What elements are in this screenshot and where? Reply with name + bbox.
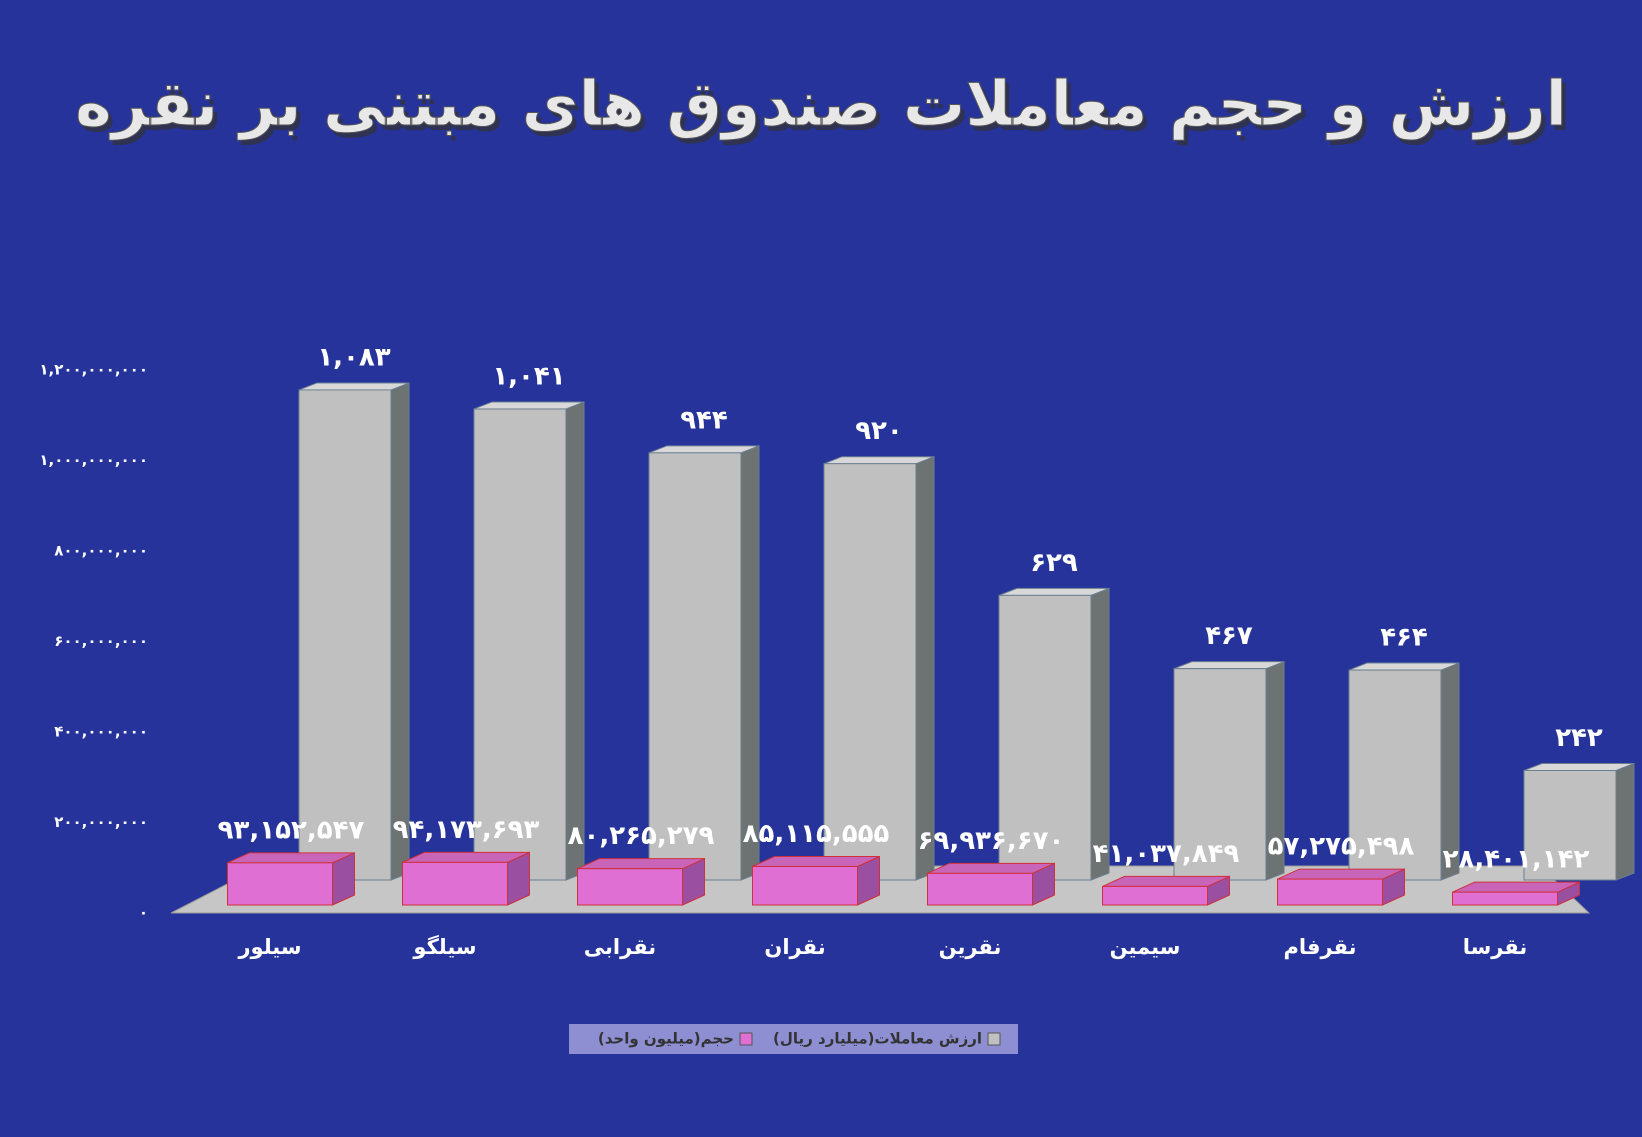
volume-bar [402, 861, 508, 906]
value-bar-top [823, 456, 935, 465]
data-label: ۴۶۷ [1205, 621, 1253, 651]
data-label: ۹۲۰ [855, 416, 903, 446]
value-bar [1348, 669, 1442, 881]
y-tick-label: ۴۰۰,۰۰۰,۰۰۰ [54, 723, 148, 741]
data-label: ۶۲۹ [1030, 548, 1078, 578]
value-bar-side [740, 445, 760, 881]
volume-bar [752, 865, 858, 906]
data-label: ۶۹,۹۳۶,۶۷۰ [918, 826, 1065, 856]
value-bar-top [648, 445, 760, 454]
volume-bar-top [1452, 881, 1580, 893]
data-label: ۲۴۲ [1555, 723, 1603, 753]
value-bar-top [298, 382, 410, 391]
volume-bar [227, 862, 333, 906]
data-label: ۴۱,۰۳۷,۸۴۹ [1093, 839, 1240, 869]
chart-title: ارزش و حجم معاملات صندوق های مبتنی بر نق… [75, 67, 1567, 140]
y-tick-label: ۱,۲۰۰,۰۰۰,۰۰۰ [39, 361, 148, 379]
value-bar-top [1173, 661, 1285, 670]
data-label: ۸۵,۱۱۵,۵۵۵ [743, 819, 890, 849]
volume-bar [1277, 878, 1383, 906]
value-bar-top [1348, 662, 1460, 671]
legend [569, 1024, 1018, 1054]
x-tick-label: سیلگو [412, 934, 476, 959]
data-label: ۵۷,۲۷۵,۴۹۸ [1268, 832, 1415, 862]
legend-label: حجم(میلیون واحد) [598, 1030, 734, 1048]
volume-bar [1102, 885, 1208, 906]
volume-bar-top [1277, 868, 1405, 880]
x-tick-label: نقرفام [1283, 935, 1356, 959]
volume-bar [1452, 891, 1558, 906]
volume-bar-top [402, 851, 530, 863]
x-tick-label: نقرابی [584, 935, 656, 959]
y-tick-label: ۰ [139, 904, 148, 922]
value-bar-side [1615, 762, 1635, 881]
volume-bar-top [752, 855, 880, 867]
value-bar [473, 408, 567, 881]
y-tick-label: ۸۰۰,۰۰۰,۰۰۰ [54, 542, 148, 560]
x-tick-label: نقرین [939, 935, 1002, 959]
value-bar [823, 463, 917, 881]
value-bar [298, 389, 392, 881]
value-bar-side [565, 401, 585, 881]
y-tick-label: ۶۰۰,۰۰۰,۰۰۰ [54, 632, 148, 650]
x-tick-label: سیمین [1110, 935, 1181, 959]
value-bar-side [915, 455, 935, 881]
value-bar [1173, 668, 1267, 881]
legend-swatch [739, 1032, 753, 1046]
legend-label: ارزش معاملات(میلیارد ریال) [773, 1030, 982, 1048]
volume-bar-top [927, 862, 1055, 874]
data-label: ۴۶۴ [1380, 623, 1428, 653]
legend-swatch [987, 1032, 1001, 1046]
value-bar-top [473, 401, 585, 410]
title-shadow: ارزش و حجم معاملات صندوق های مبتنی بر نق… [79, 72, 1571, 145]
x-tick-label: نقرسا [1463, 935, 1528, 959]
value-bar-side [1090, 587, 1110, 881]
data-label: ۹۳,۱۵۲,۵۴۷ [218, 815, 365, 845]
y-tick-label: ۲۰۰,۰۰۰,۰۰۰ [54, 813, 148, 831]
y-tick-label: ۱,۰۰۰,۰۰۰,۰۰۰ [39, 451, 148, 469]
data-label: ۲۸,۴۰۱,۱۴۲ [1443, 845, 1590, 875]
data-label: ۹۴۴ [680, 405, 728, 435]
data-label: ۱,۰۴۱ [492, 361, 565, 391]
value-bar [1523, 769, 1617, 881]
volume-bar-top [577, 858, 705, 870]
data-label: ۱,۰۸۳ [317, 342, 390, 372]
value-bar [648, 452, 742, 881]
data-label: ۹۴,۱۷۳,۶۹۳ [393, 815, 540, 845]
value-bar-side [390, 382, 410, 881]
x-tick-label: نقران [764, 935, 825, 959]
volume-bar-top [227, 852, 355, 864]
volume-bar-top [1102, 875, 1230, 887]
value-bar-top [998, 587, 1110, 596]
x-tick-label: سیلور [237, 935, 301, 959]
value-bar-top [1523, 762, 1635, 771]
volume-bar [927, 872, 1033, 906]
data-label: ۸۰,۲۶۵,۲۷۹ [568, 821, 715, 851]
volume-bar [577, 868, 683, 906]
value-bar [998, 594, 1092, 881]
